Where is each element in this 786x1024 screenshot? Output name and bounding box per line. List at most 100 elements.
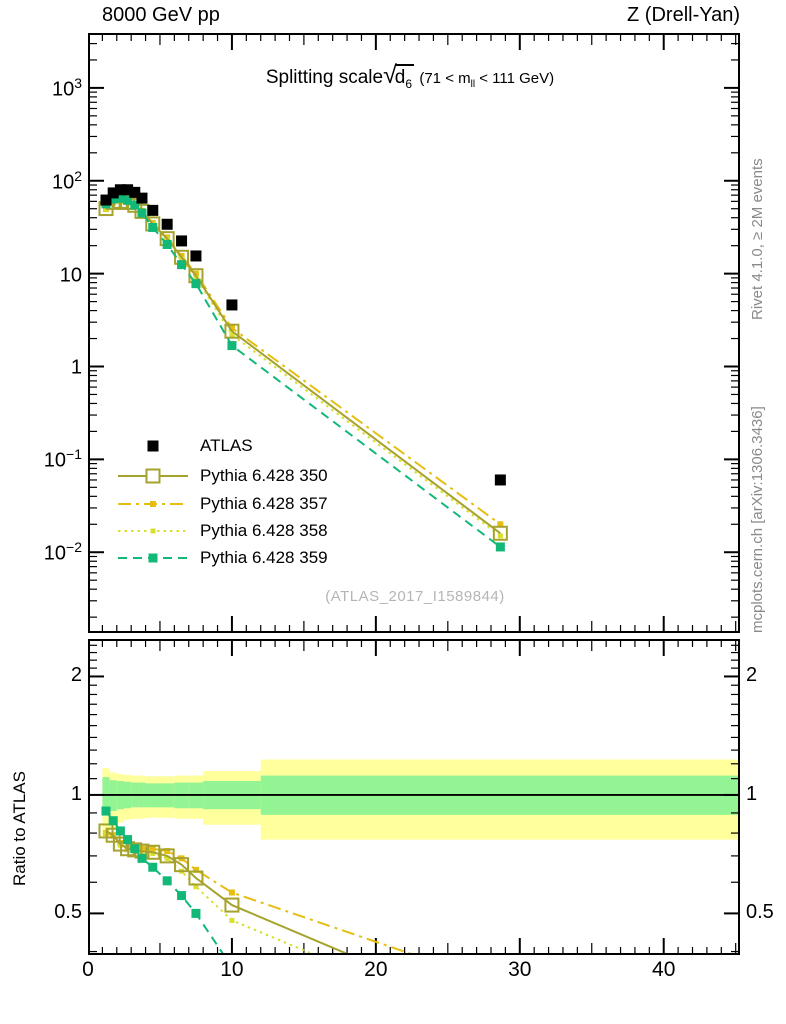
sqrt-icon: √ xyxy=(383,61,397,89)
data-marker xyxy=(130,844,140,854)
legend-label: Pythia 6.428 350 xyxy=(200,466,328,485)
data-marker xyxy=(161,218,173,230)
data-marker xyxy=(228,889,235,896)
data-marker xyxy=(192,270,199,277)
data-marker xyxy=(159,848,175,864)
ratio-y-tick-label-right: 2 xyxy=(746,664,758,687)
data-marker xyxy=(164,848,171,855)
data-marker xyxy=(147,440,159,452)
data-marker xyxy=(229,917,235,923)
beam-energy-label: 8000 GeV pp xyxy=(102,4,220,26)
data-marker xyxy=(492,525,508,541)
panel-frame xyxy=(88,639,740,955)
data-marker xyxy=(224,897,240,913)
data-marker xyxy=(497,533,503,539)
ratio-plot-panel xyxy=(88,639,740,955)
series-line xyxy=(105,200,501,537)
main-y-tick-label: 103 xyxy=(51,74,82,101)
rivet-version-note: Rivet 4.1.0, ≥ 2M events xyxy=(749,158,766,320)
data-marker xyxy=(162,239,172,249)
data-marker xyxy=(114,184,126,196)
data-marker xyxy=(177,891,187,901)
data-marker xyxy=(177,260,187,270)
data-marker xyxy=(130,200,140,210)
data-marker xyxy=(176,235,188,247)
data-marker xyxy=(150,501,156,507)
data-marker xyxy=(107,187,119,199)
data-marker xyxy=(164,855,170,861)
data-marker xyxy=(148,862,158,872)
data-marker xyxy=(497,521,504,528)
x-tick-label: 20 xyxy=(364,958,388,981)
legend-marker xyxy=(147,440,159,452)
legend-item-pythia-6-428-357: Pythia 6.428 357 xyxy=(116,494,328,514)
main-y-tick-label: 102 xyxy=(51,167,82,194)
ratio-y-tick-label-left: 1 xyxy=(70,782,82,805)
data-marker xyxy=(150,528,156,534)
data-marker xyxy=(145,468,161,484)
uncertainty-band xyxy=(102,777,110,815)
series-line xyxy=(105,197,501,548)
plot-title: Splitting scale√d6 (71 < mll < 111 GeV) xyxy=(130,61,690,91)
main-y-tick-label: 1 xyxy=(70,357,82,380)
x-tick-label: 0 xyxy=(82,958,94,981)
data-marker xyxy=(123,835,133,845)
data-marker xyxy=(150,850,156,856)
main-y-tick-label: 10 xyxy=(59,264,82,287)
data-marker xyxy=(122,184,134,196)
data-marker xyxy=(179,256,185,262)
legend-marker xyxy=(118,501,188,507)
ratio-y-tick-label-left: 2 xyxy=(70,664,82,687)
main-y-tick-label: 10−1 xyxy=(43,446,82,473)
series-line xyxy=(105,832,318,955)
data-marker xyxy=(136,192,148,204)
data-marker xyxy=(108,816,118,826)
data-marker xyxy=(188,870,204,886)
data-marker xyxy=(129,186,141,198)
mcplots-arxiv-note: mcplots.cern.ch [arXiv:1306.3436] xyxy=(749,406,766,633)
data-marker xyxy=(174,857,190,873)
x-tick-label: 40 xyxy=(652,958,676,981)
main-y-tick-label: 10−2 xyxy=(43,539,82,565)
process-label: Z (Drell-Yan) xyxy=(627,4,740,26)
data-marker xyxy=(100,194,112,206)
sqrt-argument: d6 xyxy=(394,64,415,91)
legend-label: Pythia 6.428 357 xyxy=(200,494,328,513)
data-marker xyxy=(145,844,161,860)
data-marker xyxy=(227,341,237,351)
data-marker xyxy=(137,853,147,863)
x-tick-label: 10 xyxy=(220,958,244,981)
data-marker xyxy=(191,279,201,289)
data-marker xyxy=(147,204,159,216)
legend-marker xyxy=(118,553,188,563)
data-marker xyxy=(101,806,111,816)
data-marker xyxy=(193,884,199,890)
legend-item-pythia-6-428-359: Pythia 6.428 359 xyxy=(116,548,328,568)
data-marker xyxy=(148,553,158,563)
legend-item-pythia-6-428-350: Pythia 6.428 350 xyxy=(116,466,328,486)
data-marker xyxy=(192,866,199,873)
main-plot-panel xyxy=(88,33,740,633)
legend-label: ATLAS xyxy=(200,436,253,455)
legend-item-pythia-6-428-358: Pythia 6.428 358 xyxy=(116,521,328,541)
x-tick-label: 30 xyxy=(508,958,532,981)
data-marker xyxy=(108,194,118,204)
data-marker xyxy=(494,474,506,486)
panel-frame xyxy=(88,33,740,633)
data-marker xyxy=(224,323,240,339)
data-marker xyxy=(148,222,158,232)
legend-item-atlas: ATLAS xyxy=(116,436,253,456)
data-marker xyxy=(162,876,172,886)
data-marker xyxy=(190,250,202,262)
plot-title-text: Splitting scale xyxy=(265,67,384,88)
data-marker xyxy=(229,332,235,338)
data-marker xyxy=(123,195,133,205)
ratio-y-tick-label-left: 0.5 xyxy=(54,901,82,924)
legend-marker xyxy=(118,468,188,484)
data-marker xyxy=(226,299,238,311)
data-marker xyxy=(149,845,156,852)
analysis-watermark: (ATLAS_2017_I1589844) xyxy=(325,588,505,605)
data-marker xyxy=(115,193,125,203)
mass-range-label: (71 < mll < 111 GeV) xyxy=(419,70,555,90)
